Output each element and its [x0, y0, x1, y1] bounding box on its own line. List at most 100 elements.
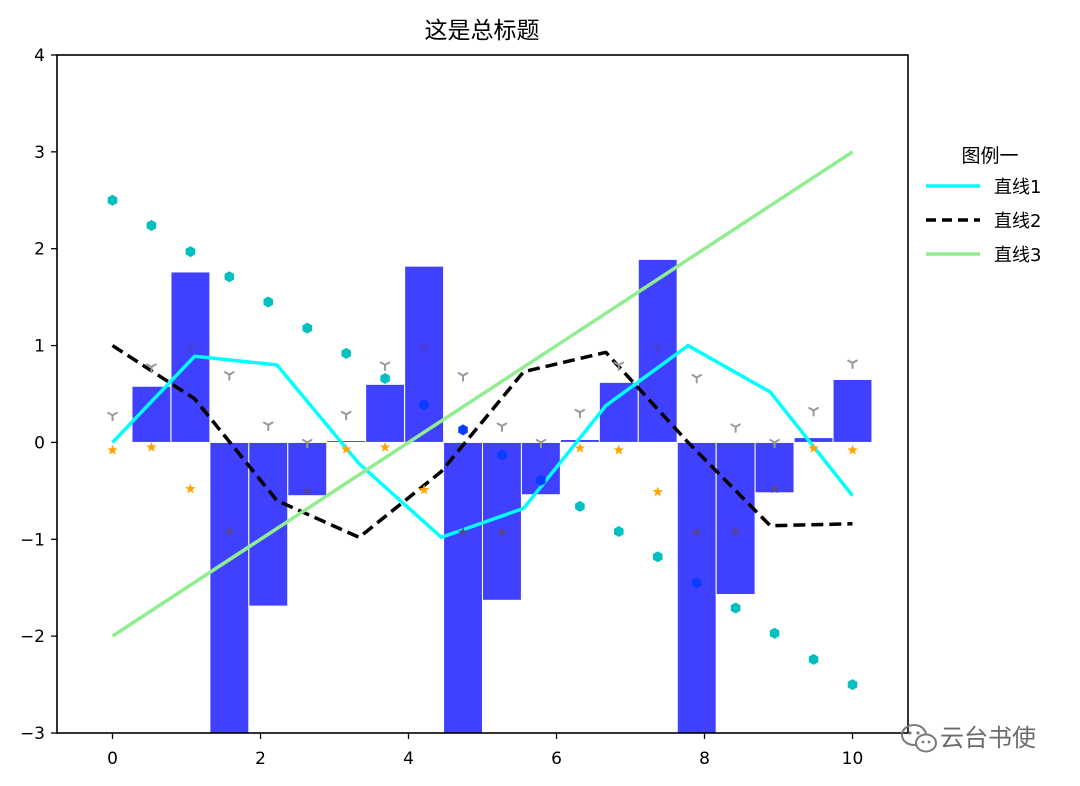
- scatter-point-star: [418, 484, 430, 495]
- x-tick-label: 10: [842, 749, 864, 769]
- scatter-point-hexagon: [146, 219, 157, 231]
- legend-title: 图例一: [961, 145, 1018, 167]
- x-tick-label: 8: [699, 749, 710, 769]
- y-tick-label: 3: [34, 143, 45, 163]
- scatter-point-hexagon: [614, 526, 624, 538]
- scatter-point-hexagon: [652, 551, 663, 563]
- y-tick-label: 2: [34, 240, 45, 260]
- chart-title: 这是总标题: [425, 18, 540, 44]
- scatter-point-hexagon: [808, 653, 819, 665]
- series-line-2: [111, 344, 853, 540]
- scatter-point-tri_down: [379, 361, 391, 371]
- x-tick-label: 4: [403, 749, 414, 769]
- series-line-1: [111, 343, 854, 540]
- scatter-point-tri_down: [613, 361, 625, 371]
- scatter-point-star: [146, 441, 157, 452]
- scatter-point-star: [379, 441, 391, 452]
- scatter-point-tri_down: [224, 371, 235, 381]
- scatter-layer: [107, 194, 858, 691]
- scatter-point-star: [769, 483, 780, 494]
- scatter-point-tri_down: [808, 406, 819, 417]
- scatter-point-tri_down: [496, 422, 508, 432]
- plot-frame: [56, 54, 909, 734]
- wechat-icon: [901, 724, 937, 753]
- scatter-point-star: [496, 527, 508, 537]
- scatter-point-star: [457, 527, 469, 537]
- scatter-point-star: [224, 526, 235, 536]
- series-line-3: [111, 150, 854, 638]
- x-tick-label: 0: [107, 749, 118, 769]
- watermark: 云台书使: [901, 724, 1036, 753]
- scatter-point-hexagon: [769, 627, 780, 639]
- legend-entries: 直线1 直线2 直线3: [926, 177, 1041, 266]
- bar-0: [92, 441, 133, 444]
- scatter-point-tri_down: [457, 372, 469, 382]
- scatter-point-tri_down: [535, 438, 547, 449]
- bar-18: [793, 437, 834, 443]
- legend-label: 直线3: [994, 245, 1041, 266]
- axes-layer: 0 2 4 6 8 10 −3 −2 −1 0 1 2 3 4: [20, 46, 863, 769]
- scatter-point-star: [107, 444, 118, 455]
- scatter-point-tri_down: [107, 411, 118, 422]
- scatter-point-hexagon: [380, 373, 390, 384]
- scatter-point-hexagon: [458, 424, 468, 436]
- scatter-point-hexagon: [536, 474, 546, 486]
- scatter-point-star: [613, 444, 625, 455]
- scatter-point-tri_down: [262, 421, 274, 431]
- y-tick-label: −2: [20, 627, 45, 647]
- scatter-point-tri_down: [730, 423, 741, 433]
- lines-layer: [111, 150, 854, 638]
- bar-16: [715, 441, 756, 595]
- legend: 图例一 直线1 直线2 直线3: [926, 145, 1041, 266]
- scatter-point-star: [302, 485, 313, 496]
- scatter-point-tri_down: [340, 410, 352, 421]
- scatter-point-tri_down: [574, 408, 586, 419]
- watermark-text: 云台书使: [940, 724, 1036, 752]
- bar-8: [404, 265, 445, 443]
- bar-19: [832, 378, 873, 443]
- y-tick-label: −3: [20, 724, 45, 744]
- scatter-point-hexagon: [302, 322, 313, 334]
- x-tick-label: 6: [551, 749, 562, 769]
- scatter-point-star: [652, 486, 663, 497]
- scatter-point-hexagon: [691, 577, 702, 589]
- scatter-point-star: [185, 483, 196, 494]
- scatter-point-tri_down: [652, 344, 664, 354]
- scatter-point-star: [691, 527, 702, 537]
- scatter-point-hexagon: [847, 679, 858, 691]
- scatter-point-tri_down: [847, 359, 858, 370]
- bar-9: [443, 441, 483, 733]
- y-tick-label: 0: [34, 433, 45, 453]
- scatter-point-hexagon: [224, 271, 235, 283]
- scatter-point-tri_down: [691, 374, 703, 384]
- scatter-point-hexagon: [575, 500, 585, 512]
- y-tick-label: −1: [20, 530, 45, 550]
- legend-label: 直线1: [994, 177, 1041, 198]
- scatter-point-hexagon: [497, 449, 507, 461]
- scatter-point-hexagon: [263, 296, 274, 308]
- scatter-point-hexagon: [730, 602, 741, 614]
- y-tick-label: 4: [34, 46, 45, 66]
- legend-label: 直线2: [994, 211, 1041, 232]
- y-tick-label: 1: [34, 337, 45, 357]
- bar-3: [209, 441, 250, 733]
- scatter-point-hexagon: [107, 194, 118, 206]
- x-tick-label: 2: [255, 749, 266, 769]
- scatter-point-tri_down: [146, 363, 157, 373]
- scatter-point-hexagon: [419, 399, 429, 411]
- scatter-point-tri_down: [769, 438, 780, 449]
- bar-6: [326, 439, 367, 443]
- bar-13: [598, 381, 639, 443]
- bar-7: [365, 383, 406, 443]
- scatter-point-tri_down: [418, 344, 430, 354]
- scatter-point-star: [730, 526, 741, 536]
- scatter-point-star: [847, 444, 858, 455]
- bar-15: [676, 441, 717, 733]
- scatter-point-tri_down: [301, 438, 313, 449]
- scatter-point-hexagon: [185, 246, 196, 258]
- scatter-point-star: [808, 442, 819, 453]
- scatter-point-star: [574, 442, 586, 453]
- scatter-point-tri_down: [185, 344, 196, 354]
- scatter-point-star: [340, 443, 352, 454]
